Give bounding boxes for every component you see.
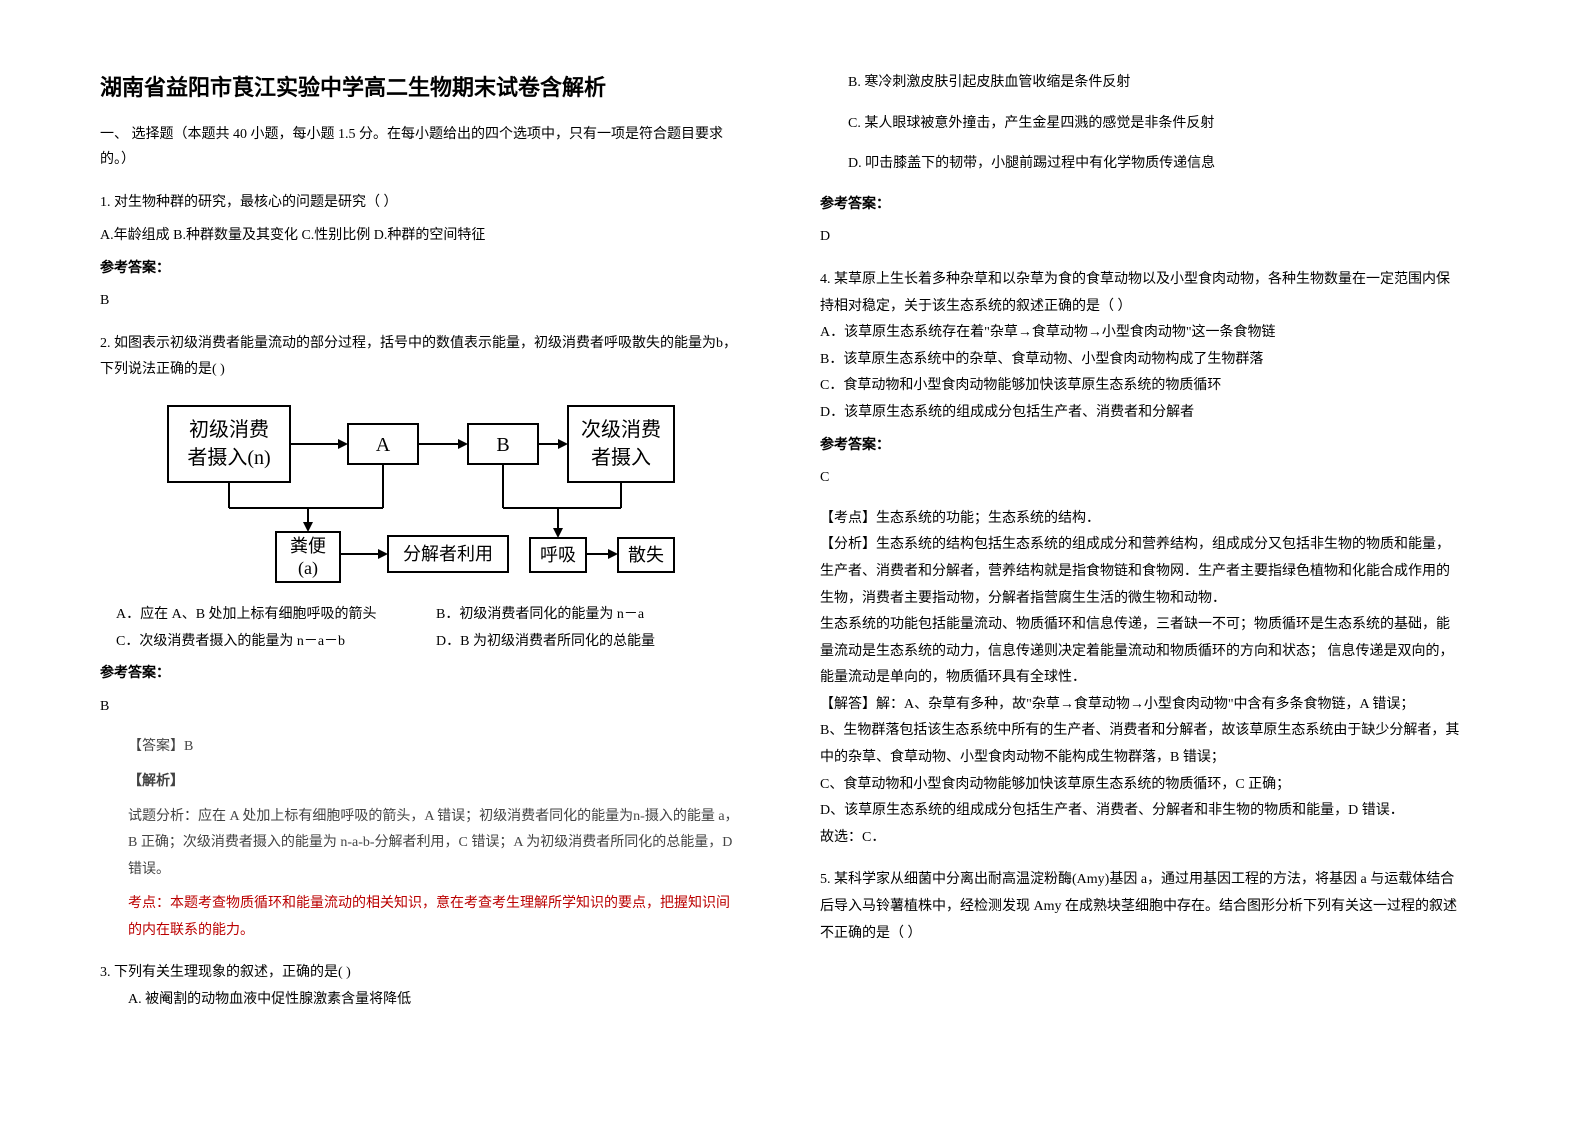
page-title: 湖南省益阳市茛江实验中学高二生物期末试卷含解析 xyxy=(100,70,740,102)
diag-boxA-text: A xyxy=(376,434,391,456)
diag-box1-text: 初级消费 xyxy=(189,418,269,441)
right-column: B. 寒冷刺激皮肤引起皮肤血管收缩是条件反射 C. 某人眼球被意外撞击，产生金星… xyxy=(780,70,1460,1082)
q4-answer: C xyxy=(820,465,1460,492)
svg-text:(a): (a) xyxy=(298,558,318,579)
q2-expl-tag: 【解析】 xyxy=(100,769,740,796)
q4-optC: C．食草动物和小型食肉动物能够加快该草原生态系统的物质循环 xyxy=(820,373,1460,400)
diag-box5-text: 呼吸 xyxy=(540,545,576,565)
q5-text: 5. 某科学家从细菌中分离出耐高温淀粉酶(Amy)基因 a，通过用基因工程的方法… xyxy=(820,867,1460,947)
q2-diagram: 初级消费 者摄入(n) A B 次级消费 者摄入 xyxy=(160,396,680,586)
q2-text: 2. 如图表示初级消费者能量流动的部分过程，括号中的数值表示能量，初级消费者呼吸… xyxy=(100,331,740,384)
diag-box6-text: 散失 xyxy=(628,545,664,565)
q2-ans-tag: 【答案】B xyxy=(100,734,740,761)
q4-text: 4. 某草原上生长着多种杂草和以杂草为食的食草动物以及小型食肉动物，各种生物数量… xyxy=(820,267,1460,320)
q2-expl2: 考点：本题考查物质循环和能量流动的相关知识，意在考查考生理解所学知识的要点，把握… xyxy=(100,891,740,944)
q3-answer-label: 参考答案： xyxy=(820,192,1460,219)
diag-boxB-text: B xyxy=(496,434,509,456)
svg-text:者摄入: 者摄入 xyxy=(591,446,651,469)
q2-options-row1: A．应在 A、B 处加上标有细胞呼吸的箭头 B．初级消费者同化的能量为 n－a xyxy=(100,602,740,629)
question-2: 2. 如图表示初级消费者能量流动的部分过程，括号中的数值表示能量，初级消费者呼吸… xyxy=(100,331,740,945)
q4-analysis1: 【分析】生态系统的结构包括生态系统的组成成分和营养结构，组成成分又包括非生物的物… xyxy=(820,532,1460,612)
q4-optA: A．该草原生态系统存在着"杂草→食草动物→小型食肉动物"这一条食物链 xyxy=(820,320,1460,347)
q3-optC: C. 某人眼球被意外撞击，产生金星四溅的感觉是非条件反射 xyxy=(820,111,1460,138)
q4-point: 【考点】生态系统的功能；生态系统的结构． xyxy=(820,506,1460,533)
section-header: 一、 选择题（本题共 40 小题，每小题 1.5 分。在每小题给出的四个选项中，… xyxy=(100,122,740,172)
q4-optB: B．该草原生态系统中的杂草、食草动物、小型食肉动物构成了生物群落 xyxy=(820,347,1460,374)
q4-answer-label: 参考答案： xyxy=(820,433,1460,460)
q4-solveB: B、生物群落包括该生态系统中所有的生产者、消费者和分解者，故该草原生态系统由于缺… xyxy=(820,718,1460,771)
q2-expl1: 试题分析：应在 A 处加上标有细胞呼吸的箭头，A 错误；初级消费者同化的能量为n… xyxy=(100,804,740,884)
q2-optB: B．初级消费者同化的能量为 n－a xyxy=(420,602,740,629)
q4-solve: 【解答】解：A、杂草有多种，故"杂草→食草动物→小型食肉动物"中含有多条食物链，… xyxy=(820,692,1460,719)
question-4: 4. 某草原上生长着多种杂草和以杂草为食的食草动物以及小型食肉动物，各种生物数量… xyxy=(820,267,1460,851)
q1-answer-label: 参考答案： xyxy=(100,256,740,283)
svg-text:者摄入(n): 者摄入(n) xyxy=(187,446,270,469)
q3-optA: A. 被阉割的动物血液中促性腺激素含量将降低 xyxy=(100,987,740,1014)
q2-optC: C．次级消费者摄入的能量为 n－a－b xyxy=(100,629,420,656)
q1-answer: B xyxy=(100,288,740,315)
q2-optA: A．应在 A、B 处加上标有细胞呼吸的箭头 xyxy=(100,602,420,629)
q4-analysis2: 生态系统的功能包括能量流动、物质循环和信息传递，三者缺一不可；物质循环是生态系统… xyxy=(820,612,1460,692)
q2-answer-label: 参考答案： xyxy=(100,661,740,688)
left-column: 湖南省益阳市茛江实验中学高二生物期末试卷含解析 一、 选择题（本题共 40 小题… xyxy=(100,70,780,1082)
q3-optB: B. 寒冷刺激皮肤引起皮肤血管收缩是条件反射 xyxy=(820,70,1460,97)
q4-optD: D．该草原生态系统的组成成分包括生产者、消费者和分解者 xyxy=(820,400,1460,427)
question-3: 3. 下列有关生理现象的叙述，正确的是( ) A. 被阉割的动物血液中促性腺激素… xyxy=(100,960,740,1013)
q2-options-row2: C．次级消费者摄入的能量为 n－a－b D．B 为初级消费者所同化的总能量 xyxy=(100,629,740,656)
section-text: 一、 选择题（本题共 40 小题，每小题 1.5 分。在每小题给出的四个选项中，… xyxy=(100,127,723,167)
q4-solveC: C、食草动物和小型食肉动物能够加快该草原生态系统的物质循环，C 正确； xyxy=(820,772,1460,799)
diag-box4-text: 分解者利用 xyxy=(403,544,493,564)
q1-options: A.年龄组成 B.种群数量及其变化 C.性别比例 D.种群的空间特征 xyxy=(100,223,740,250)
q2-optD: D．B 为初级消费者所同化的总能量 xyxy=(420,629,740,656)
diag-box3-text: 粪便 xyxy=(290,536,326,556)
q2-answer: B xyxy=(100,694,740,721)
q3-text: 3. 下列有关生理现象的叙述，正确的是( ) xyxy=(100,960,740,987)
q1-text: 1. 对生物种群的研究，最核心的问题是研究（ ） xyxy=(100,190,740,217)
q4-conclude: 故选：C． xyxy=(820,825,1460,852)
question-1: 1. 对生物种群的研究，最核心的问题是研究（ ） A.年龄组成 B.种群数量及其… xyxy=(100,190,740,314)
q3-optD: D. 叩击膝盖下的韧带，小腿前踢过程中有化学物质传递信息 xyxy=(820,151,1460,178)
question-3-cont: B. 寒冷刺激皮肤引起皮肤血管收缩是条件反射 C. 某人眼球被意外撞击，产生金星… xyxy=(820,70,1460,251)
q3-answer: D xyxy=(820,224,1460,251)
q4-solveD: D、该草原生态系统的组成成分包括生产者、消费者、分解者和非生物的物质和能量，D … xyxy=(820,798,1460,825)
diag-box2-text: 次级消费 xyxy=(581,418,661,441)
question-5: 5. 某科学家从细菌中分离出耐高温淀粉酶(Amy)基因 a，通过用基因工程的方法… xyxy=(820,867,1460,947)
